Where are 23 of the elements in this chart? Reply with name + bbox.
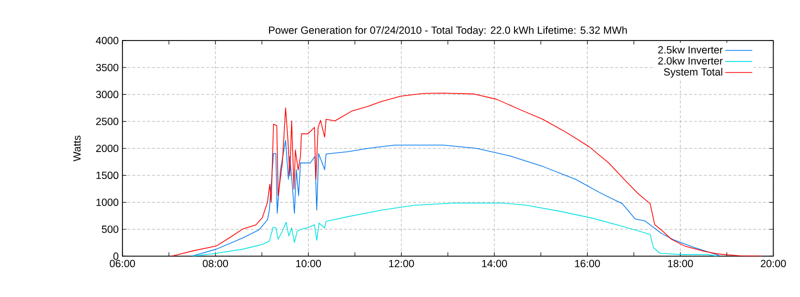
y-tick-label: 2000 <box>96 144 118 152</box>
x-tick-label: 08:00 <box>202 260 228 268</box>
y-tick-label: 4000 <box>96 37 118 44</box>
x-tick-label: 20:00 <box>760 260 786 268</box>
y-tick-label: 3000 <box>96 90 118 98</box>
y-tick-label: 3500 <box>96 64 118 72</box>
x-tick-label: 06:00 <box>110 260 135 268</box>
y-tick-label: 2500 <box>96 118 118 126</box>
x-tick-label: 14:00 <box>482 260 507 268</box>
y-tick-label: 1500 <box>96 172 118 180</box>
legend-label: 2.0kw Inverter <box>658 57 723 65</box>
x-tick-label: 16:00 <box>575 260 600 268</box>
line-series <box>192 202 718 256</box>
y-tick-label: 500 <box>102 226 118 234</box>
x-tick-label: 10:00 <box>296 260 321 268</box>
legend-label: 2.5kw Inverter <box>658 46 723 54</box>
chart-title: Power Generation for 07/24/2010 - Total Today: 22.0 kWh Lifetime: 5.32 MWh <box>269 26 627 36</box>
legend-label: System Total <box>664 68 722 78</box>
x-tick-label: 12:00 <box>389 260 414 268</box>
y-tick-label: 1000 <box>96 198 118 206</box>
y-axis-title: Watts <box>73 136 81 162</box>
x-tick-label: 18:00 <box>668 260 693 268</box>
y-tick-label: 0 <box>113 252 118 260</box>
